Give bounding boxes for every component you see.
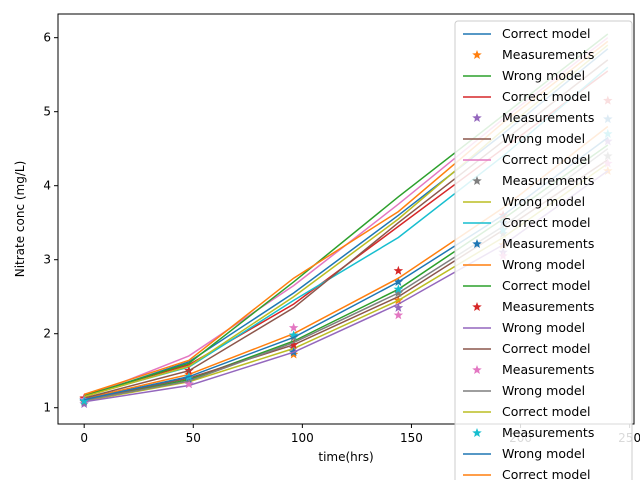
legend-entry: Correct model bbox=[463, 467, 591, 480]
legend-star-icon bbox=[472, 50, 482, 60]
x-axis-label: time(hrs) bbox=[318, 450, 373, 464]
legend-box bbox=[454, 20, 633, 480]
legend-label: Measurements bbox=[502, 299, 594, 314]
legend-label: Measurements bbox=[502, 47, 594, 62]
legend-entry: Correct model bbox=[463, 89, 591, 104]
legend-entry: Wrong model bbox=[463, 131, 585, 146]
legend-entry: Wrong model bbox=[463, 383, 585, 398]
legend-label: Wrong model bbox=[502, 68, 585, 83]
legend-label: Correct model bbox=[502, 278, 591, 293]
measurement-point bbox=[79, 396, 89, 406]
legend-entry: Measurements bbox=[472, 47, 594, 62]
measurement-point bbox=[393, 284, 404, 294]
y-tick-label: 5 bbox=[43, 105, 51, 119]
legend-entry: Correct model bbox=[463, 278, 591, 293]
legend-star-icon bbox=[472, 113, 482, 123]
measurement-point bbox=[393, 265, 404, 275]
legend-label: Wrong model bbox=[502, 257, 585, 272]
legend-label: Measurements bbox=[502, 362, 594, 377]
y-axis-label: Nitrate conc (mg/L) bbox=[13, 161, 27, 278]
legend-star-icon bbox=[472, 365, 482, 375]
legend-entry: Measurements bbox=[472, 110, 594, 125]
legend: Correct model Measurements Wrong model Corr… bbox=[454, 20, 633, 480]
x-tick-label: 50 bbox=[186, 431, 201, 445]
legend-entry: Wrong model bbox=[463, 194, 585, 209]
legend-entry: Wrong model bbox=[463, 446, 585, 461]
y-tick-label: 3 bbox=[43, 253, 51, 267]
legend-label: Measurements bbox=[502, 110, 594, 125]
measurement-point bbox=[288, 322, 299, 332]
legend-entry: Wrong model bbox=[463, 257, 585, 272]
legend-label: Wrong model bbox=[502, 131, 585, 146]
x-tick-label: 150 bbox=[400, 431, 423, 445]
y-tick-label: 6 bbox=[43, 31, 51, 45]
legend-label: Correct model bbox=[502, 404, 591, 419]
legend-entry: Wrong model bbox=[463, 68, 585, 83]
legend-label: Correct model bbox=[502, 152, 591, 167]
plot-frame bbox=[57, 13, 635, 425]
legend-label: Wrong model bbox=[502, 320, 585, 335]
y-tick-label: 1 bbox=[43, 401, 51, 415]
measurement-point bbox=[393, 302, 404, 312]
x-tick-label: 0 bbox=[80, 431, 88, 445]
legend-entry: Measurements bbox=[472, 425, 594, 440]
legend-star-icon bbox=[472, 302, 482, 312]
legend-label: Measurements bbox=[502, 173, 594, 188]
legend-label: Correct model bbox=[502, 26, 591, 41]
x-tick-label: 100 bbox=[291, 431, 314, 445]
legend-label: Correct model bbox=[502, 467, 591, 480]
legend-entry: Correct model bbox=[463, 215, 591, 230]
legend-entry: Correct model bbox=[463, 26, 591, 41]
measurement-point bbox=[288, 330, 299, 340]
legend-label: Correct model bbox=[502, 89, 591, 104]
legend-label: Wrong model bbox=[502, 383, 585, 398]
measurement-point bbox=[288, 339, 299, 349]
measurement-point bbox=[184, 379, 194, 389]
y-tick-label: 4 bbox=[43, 179, 51, 193]
legend-entry: Correct model bbox=[463, 341, 591, 356]
legend-label: Measurements bbox=[502, 425, 594, 440]
legend-label: Wrong model bbox=[502, 194, 585, 209]
legend-entry: Measurements bbox=[472, 362, 594, 377]
legend-entry: Measurements bbox=[472, 299, 594, 314]
legend-entry: Measurements bbox=[472, 173, 594, 188]
legend-label: Correct model bbox=[502, 341, 591, 356]
measurement-point bbox=[393, 310, 404, 320]
legend-star-icon bbox=[472, 428, 482, 438]
legend-star-icon bbox=[472, 239, 482, 249]
legend-label: Measurements bbox=[502, 236, 594, 251]
legend-label: Correct model bbox=[502, 215, 591, 230]
legend-star-icon bbox=[472, 176, 482, 186]
y-axis: 1 2 3 4 5 6 bbox=[43, 31, 58, 415]
y-tick-label: 2 bbox=[43, 327, 51, 341]
legend-label: Wrong model bbox=[502, 446, 585, 461]
legend-entry: Correct model bbox=[463, 152, 591, 167]
legend-entry: Wrong model bbox=[463, 320, 585, 335]
legend-entry: Measurements bbox=[472, 236, 594, 251]
legend-entry: Correct model bbox=[463, 404, 591, 419]
